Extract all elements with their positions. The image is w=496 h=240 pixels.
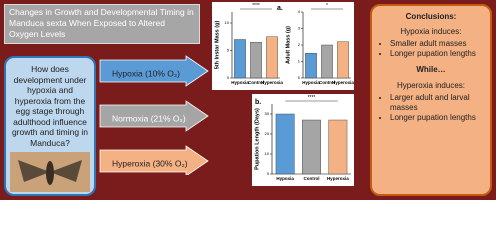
y-tick-label: 1 <box>298 59 301 64</box>
panel-b: b. Pupation Length (Days) 0 10 20 30 Hypoxia Co… <box>252 94 354 186</box>
y-tick-label: 20 <box>265 131 270 136</box>
question-box: How does development under hypoxia and h… <box>4 56 96 196</box>
moth-image <box>10 152 90 192</box>
bar <box>328 119 348 175</box>
y-tick-label: 10 <box>265 151 270 156</box>
bar <box>250 42 262 79</box>
bullet-list: Smaller adult massesLonger pupation leng… <box>390 39 490 59</box>
conclusions: Conclusions: Hypoxia induces: Smaller adul… <box>370 4 492 196</box>
bar <box>234 39 246 79</box>
significance: **** <box>252 3 260 9</box>
x-tick-label: Control <box>248 80 264 85</box>
treatment-label: Hyperoxia (30% O₂) <box>112 158 188 168</box>
x-tick-label: Control <box>304 176 320 181</box>
y-tick-label: 10 <box>225 20 230 25</box>
x-tick-label: Hypoxia <box>302 80 320 85</box>
bullet: Longer pupation lengths <box>390 113 490 123</box>
treatment-arrow <box>99 100 209 132</box>
y-tick-label: 5 <box>227 48 230 53</box>
connector: While… <box>416 65 446 74</box>
bar <box>305 53 317 79</box>
bar <box>337 41 349 79</box>
panel-label: b. <box>255 99 261 106</box>
treatment-label: Normoxia (21% O₂) <box>112 113 186 123</box>
arrows: Hypoxia (10% O₂) Normoxia (21% O₂) Hyperox… <box>99 55 209 175</box>
bar <box>302 119 321 175</box>
bar <box>266 36 278 79</box>
x-tick-label: Hyperoxia <box>332 80 354 85</box>
treatment-label: Hypoxia (10% O₂) <box>112 68 180 78</box>
y-axis-label: Adult Mass (g) <box>285 26 291 64</box>
y-tick-label: 0 <box>267 171 270 176</box>
x-tick-label: Control <box>319 80 335 85</box>
conclusions-heading: Conclusions: <box>405 12 457 21</box>
significance: **** <box>308 95 316 101</box>
bar <box>321 44 333 79</box>
graphical-abstract: Changes in Growth and Developmental Timi… <box>0 0 496 200</box>
significance: * <box>326 3 328 9</box>
bullet-list: Larger adult and larval massesLonger pup… <box>390 93 490 123</box>
y-axis-label: Pupation Length (Days) <box>254 108 260 170</box>
title: Changes in Growth and Developmental Timi… <box>4 4 200 44</box>
y-tick-label: 0 <box>227 75 230 80</box>
y-tick-label: 3 <box>298 26 301 31</box>
x-tick-label: Hyperoxia <box>261 80 283 85</box>
y-tick-label: 4 <box>298 9 301 14</box>
bullet: Longer pupation lengths <box>390 49 490 59</box>
y-tick-label: 0 <box>298 75 301 80</box>
treatment-arrow <box>99 55 209 87</box>
y-axis-label: 5th Instar Mass (g) <box>214 21 220 70</box>
bullet: Larger adult and larval masses <box>390 93 490 113</box>
question: How does development under hypoxia and h… <box>11 64 89 148</box>
group-heading: Hyperoxia induces: <box>396 81 466 90</box>
bar <box>275 113 295 175</box>
x-tick-label: Hypoxia <box>231 80 249 85</box>
x-tick-label: Hypoxia <box>276 176 294 181</box>
y-tick-label: 2 <box>298 42 301 47</box>
treatment-arrow <box>99 145 209 175</box>
panel-label: a. <box>277 5 283 12</box>
bullet: Smaller adult masses <box>390 39 490 49</box>
group-heading: Hypoxia induces: <box>400 27 462 36</box>
x-tick-label: Hyperoxia <box>327 176 349 181</box>
y-tick-label: 30 <box>265 111 270 116</box>
